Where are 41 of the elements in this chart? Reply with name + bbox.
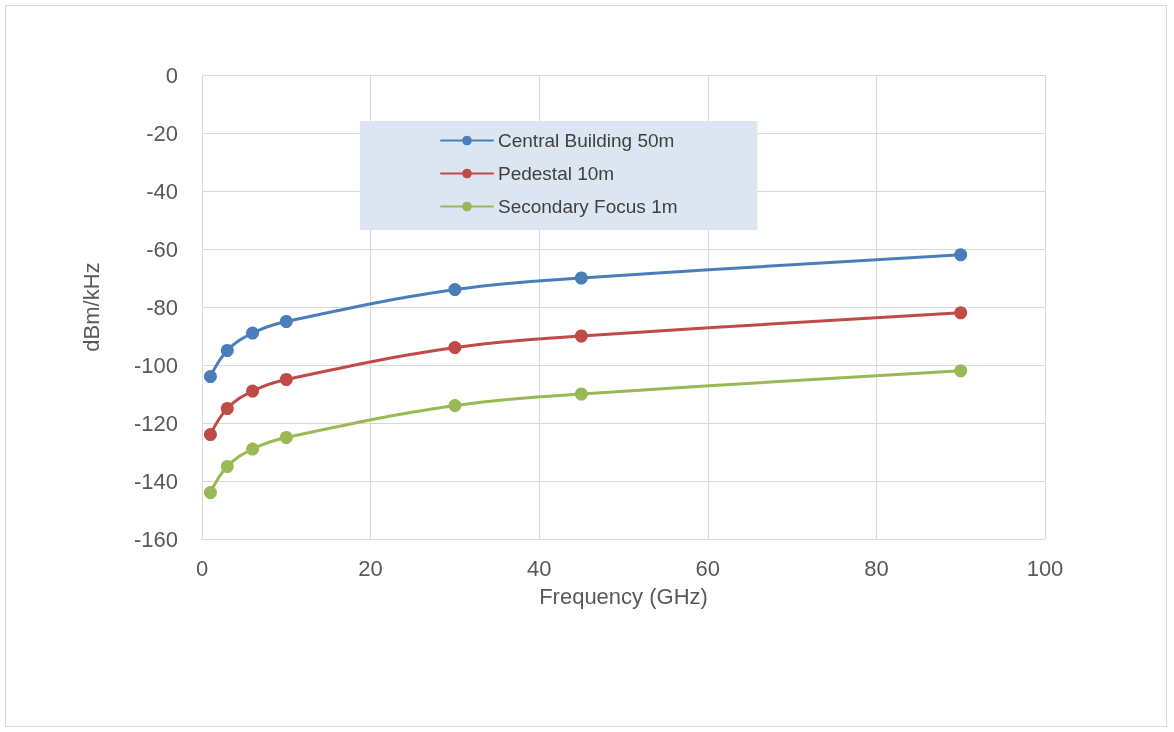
point: [203, 428, 217, 442]
point: [954, 364, 968, 378]
x-tick-label: 80: [864, 555, 889, 581]
point: [448, 341, 462, 355]
point: [220, 344, 234, 357]
x-tick-label: 40: [526, 555, 552, 581]
point: [574, 271, 588, 285]
y-tick-label: -100: [133, 352, 178, 378]
point: [246, 442, 260, 456]
x-tick-label: 0: [195, 555, 209, 581]
y-tick-label: -160: [133, 526, 178, 552]
y-axis-title: dBm/kHz: [78, 262, 104, 352]
y-tick-label: -120: [133, 410, 178, 436]
point: [203, 486, 217, 500]
x-axis-title: Frequency (GHz): [539, 583, 708, 609]
legend-label: Secondary Focus 1m: [498, 196, 678, 217]
y-tick-label: -60: [146, 236, 178, 262]
point: [954, 306, 968, 320]
y-tick-label: 0: [165, 62, 178, 88]
y-tick-label: -20: [146, 120, 178, 146]
point: [279, 431, 293, 444]
point: [448, 283, 462, 297]
point: [203, 370, 217, 384]
point: [220, 402, 234, 415]
point: [954, 248, 968, 262]
point: [279, 373, 293, 386]
point: [279, 315, 293, 328]
point: [246, 326, 260, 340]
point: [574, 329, 588, 343]
x-tick-label: 60: [695, 555, 721, 581]
legend-label: Pedestal 10m: [498, 163, 615, 184]
y-tick-label: -80: [146, 294, 178, 320]
point: [574, 387, 588, 401]
y-tick-label: -140: [133, 468, 178, 494]
legend-label: Central Building 50m: [498, 130, 675, 151]
x-tick-label: 20: [358, 555, 383, 581]
point: [448, 399, 462, 413]
x-tick-label: 100: [1026, 555, 1064, 581]
point: [246, 384, 260, 398]
y-tick-label: -40: [146, 178, 178, 204]
point: [220, 460, 234, 473]
